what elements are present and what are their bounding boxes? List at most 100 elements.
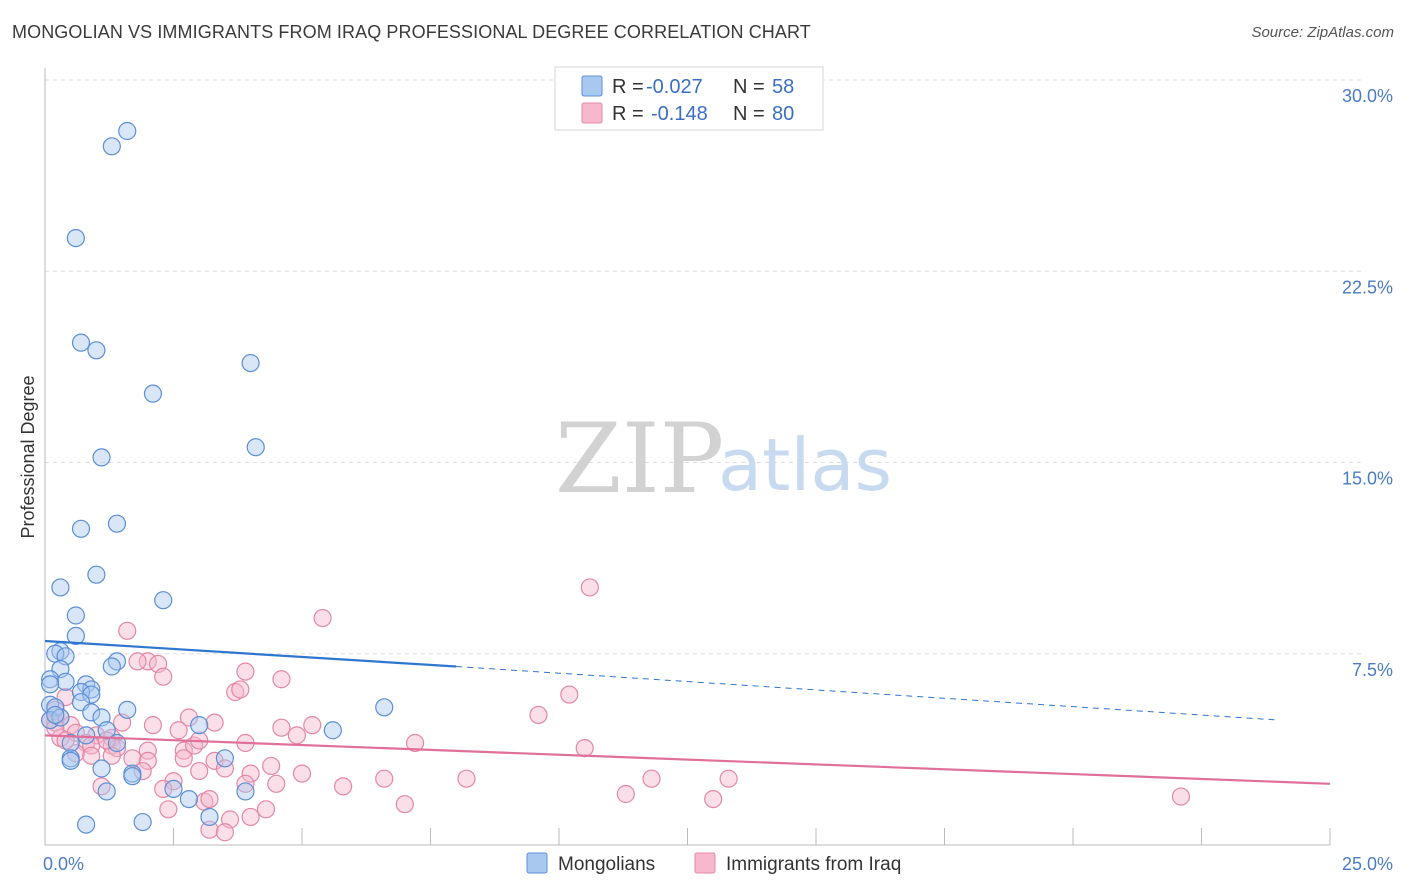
mongolians-point-22 — [41, 670, 60, 689]
axes — [44, 68, 1331, 846]
iraq-point-23 — [303, 716, 322, 735]
iraq-point-24 — [272, 718, 291, 737]
mongolians-point-3 — [71, 333, 91, 352]
iraq-point-51 — [215, 759, 234, 778]
iraq-point-68 — [200, 789, 219, 809]
iraq-point-45 — [123, 749, 142, 768]
iraq-point-53 — [262, 756, 281, 776]
bottom-legend-label-mongolians: Mongolians — [558, 854, 655, 875]
mongolians-point-51 — [164, 779, 183, 799]
iraq-point-10 — [231, 680, 250, 699]
mongolians-point-53 — [236, 782, 255, 801]
y-tick-label-2: 22.5% — [1342, 277, 1393, 297]
iraq-point-1 — [313, 608, 332, 628]
iraq-point-11 — [560, 685, 579, 704]
iraq-point-70 — [395, 795, 414, 814]
iraq-point-20 — [143, 716, 163, 735]
mongolians-point-20 — [102, 657, 121, 676]
mongolians-point-37 — [323, 721, 342, 740]
iraq-point-66 — [1171, 787, 1191, 806]
iraq-point-41 — [575, 738, 594, 758]
y-tick-label-3: 30.0% — [1342, 86, 1393, 106]
iraq-point-36 — [174, 741, 193, 760]
mongolians-point-56 — [133, 812, 152, 832]
iraq-point-50 — [190, 761, 209, 781]
iraq-point-6 — [236, 662, 255, 681]
mongolians-point-25 — [41, 675, 60, 694]
x-tick-label-1: 25.0% — [1342, 854, 1393, 874]
iraq-point-61 — [334, 777, 353, 796]
iraq-point-65 — [704, 789, 723, 809]
iraq-point-55 — [375, 769, 394, 788]
iraq-point-73 — [241, 807, 260, 827]
iraq-point-26 — [51, 728, 70, 748]
iraq-point-40 — [405, 733, 425, 753]
iraq-point-29 — [169, 721, 188, 740]
mongolians-point-19 — [107, 652, 127, 671]
mongolians-point-13 — [154, 591, 173, 610]
iraq-point-62 — [92, 777, 111, 796]
iraq-point-0 — [580, 578, 599, 597]
mongolians-point-43 — [51, 708, 70, 727]
iraq-point-7 — [272, 670, 291, 689]
y-axis-label: Professional Degree — [18, 375, 38, 538]
legend-n-value-2: 80 — [772, 103, 794, 125]
legend-r-value-2: -0.148 — [651, 103, 708, 125]
iraq-point-74 — [200, 820, 219, 839]
mongolians-point-5 — [241, 353, 260, 373]
iraq-point-69 — [256, 800, 276, 819]
iraq-point-71 — [159, 800, 178, 819]
iraq-point-22 — [205, 713, 224, 732]
watermark: ZIP atlas — [555, 403, 892, 515]
mongolians-point-0 — [118, 121, 137, 141]
iraq-point-79 — [267, 774, 286, 793]
iraq-point-63 — [154, 779, 173, 799]
trend-mongolians-solid — [44, 639, 457, 668]
legend-swatch-iraq — [581, 102, 603, 124]
trend-lines — [44, 639, 1331, 785]
mongolians-point-32 — [118, 700, 137, 719]
legend-n-value-1: 58 — [772, 76, 794, 98]
iraq-point-46 — [138, 751, 157, 770]
chart-title: MONGOLIAN VS IMMIGRANTS FROM IRAQ PROFES… — [12, 22, 811, 42]
mongolians-point-44 — [215, 749, 234, 768]
bottom-legend-swatch-mongolians — [526, 852, 548, 874]
legend-n-label-1: N = — [733, 76, 765, 98]
mongolians-point-23 — [56, 672, 75, 691]
iraq-point-56 — [457, 769, 476, 788]
mongolians-point-11 — [87, 565, 106, 584]
watermark-atlas: atlas — [718, 423, 892, 507]
mongolians-point-39 — [77, 726, 96, 745]
watermark-zip: ZIP — [555, 403, 724, 515]
mongolians-point-47 — [92, 759, 111, 778]
iraq-point-75 — [215, 823, 234, 842]
y-tick-label-1: 15.0% — [1342, 469, 1393, 489]
mongolians-point-55 — [77, 815, 96, 834]
iraq-point-59 — [164, 772, 183, 791]
mongolians-point-1 — [102, 137, 121, 156]
mongolians-point-36 — [190, 716, 209, 735]
trend-iraq — [44, 734, 1331, 785]
iraq-point-43 — [82, 746, 101, 765]
iraq-point-5 — [128, 652, 147, 671]
iraq-point-9 — [226, 682, 245, 702]
x-tick-label-0: 0.0% — [43, 854, 84, 874]
mongolians-point-40 — [61, 733, 80, 753]
mongolians-point-14 — [66, 606, 85, 625]
mongolians-point-30 — [41, 695, 60, 714]
iraq-point-35 — [138, 741, 157, 760]
bottom-legend-swatch-iraq — [694, 852, 716, 874]
y-tick-label-0: 7.5% — [1352, 660, 1393, 680]
iraq-point-57 — [642, 769, 661, 788]
top-legend: R = -0.027 N = 58 R = -0.148 N = 80 — [554, 66, 824, 131]
mongolians-point-50 — [97, 782, 116, 801]
iraq-point-30 — [287, 726, 306, 745]
source-credit: Source: ZipAtlas.com — [1251, 24, 1394, 41]
mongolians-point-8 — [92, 448, 111, 467]
iraq-point-58 — [719, 769, 738, 788]
iraq-point-54 — [292, 764, 312, 783]
bottom-legend: Mongolians Immigrants from Iraq — [526, 852, 901, 875]
mongolians-point-33 — [82, 703, 101, 722]
series-mongolians-points — [41, 121, 394, 834]
